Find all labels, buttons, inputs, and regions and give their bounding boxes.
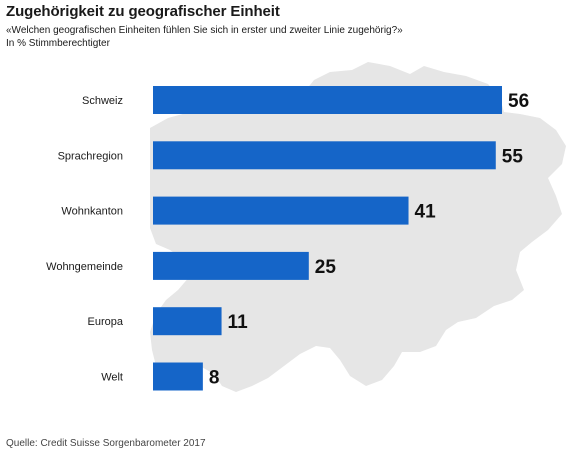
chart-title: Zugehörigkeit zu geografischer Einheit xyxy=(6,3,280,20)
category-label-europa: Europa xyxy=(88,316,124,328)
value-label-sprachregion: 55 xyxy=(502,146,524,167)
value-label-europa: 11 xyxy=(228,312,249,333)
value-label-welt: 8 xyxy=(209,368,220,389)
value-label-wohnkanton: 41 xyxy=(415,202,437,223)
bar-wohngemeinde xyxy=(153,251,309,280)
bar-schweiz xyxy=(153,86,502,114)
unit-note: In % Stimmberechtigter xyxy=(6,38,110,49)
bar-wohnkanton xyxy=(153,196,409,225)
category-label-sprachregion: Sprachregion xyxy=(58,150,123,162)
bars-layer: Schweiz 56 Sprachregion 55 Wohnkanton 41 Wohng… xyxy=(46,86,529,391)
value-label-wohngemeinde: 25 xyxy=(315,257,337,278)
bar-welt xyxy=(153,362,203,391)
value-label-schweiz: 56 xyxy=(508,91,529,112)
category-label-schweiz: Schweiz xyxy=(82,95,123,107)
bar-europa xyxy=(153,307,222,336)
category-label-welt: Welt xyxy=(101,372,123,384)
source-note: Quelle: Credit Suisse Sorgenbarometer 20… xyxy=(6,438,206,449)
chart-subtitle: «Welchen geografischen Einheiten fühlen … xyxy=(6,25,403,36)
category-label-wohngemeinde: Wohngemeinde xyxy=(46,261,123,273)
category-label-wohnkanton: Wohnkanton xyxy=(61,206,123,218)
bar-sprachregion xyxy=(153,141,496,170)
